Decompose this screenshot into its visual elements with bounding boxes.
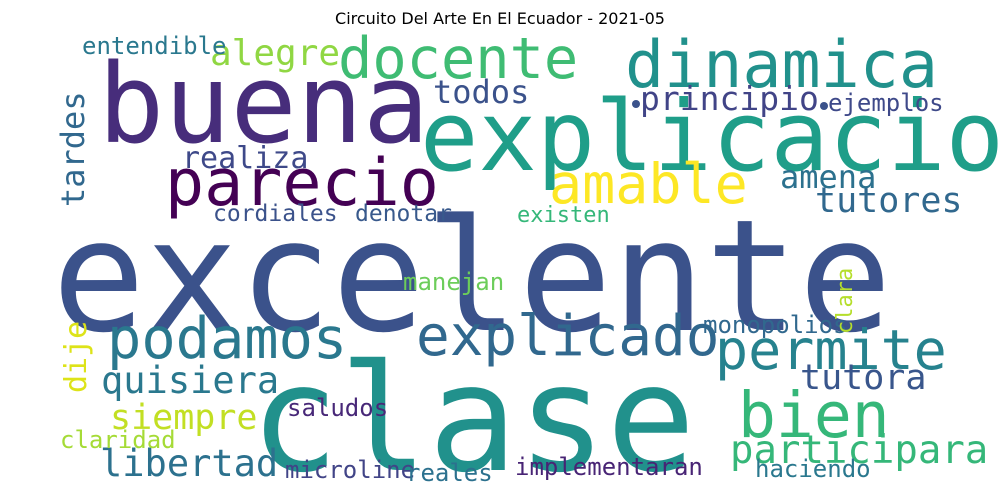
- word-tardes: tardes: [54, 91, 92, 207]
- word-denotar: denotar: [355, 201, 452, 227]
- word-docente: docente: [338, 26, 578, 92]
- word-participara: participara: [730, 428, 988, 473]
- word-quisiera: quisiera: [101, 359, 279, 402]
- word-monopolios: monopolios: [703, 311, 848, 339]
- word-reales: reales: [406, 459, 493, 487]
- word-haciendo: haciendo: [755, 455, 871, 483]
- word-dije: dije: [59, 321, 94, 393]
- dot-mark: [820, 102, 828, 110]
- word-tutora: tutora: [800, 358, 926, 398]
- word-principio: principio: [640, 79, 819, 118]
- word-clase: clase: [250, 333, 696, 500]
- word-entendible: entendible: [82, 32, 227, 60]
- word-existen: existen: [517, 203, 610, 228]
- word-parecio: parecio: [165, 146, 439, 221]
- word-realiza: realiza: [182, 141, 308, 176]
- word-alegre: alegre: [210, 33, 340, 74]
- word-explicacion: explicacion: [420, 80, 1000, 193]
- word-cordiales: cordiales: [213, 201, 338, 227]
- dot-mark: [632, 100, 640, 108]
- word-permite: permite: [715, 318, 947, 382]
- word-saludos: saludos: [287, 394, 388, 422]
- word-dinamica: dinamica: [625, 28, 938, 103]
- word-podamos: podamos: [107, 306, 347, 372]
- word-clara: clara: [833, 268, 858, 334]
- word-microline: microline: [285, 456, 415, 484]
- word-libertad: libertad: [100, 442, 278, 485]
- word-implementaran: implementaran: [515, 453, 703, 481]
- word-tutores: tutores: [815, 181, 963, 221]
- word-bien: bien: [738, 379, 890, 452]
- word-ejemplos: ejemplos: [828, 89, 944, 117]
- word-manejan: manejan: [403, 268, 504, 296]
- word-buena: buena: [98, 40, 429, 168]
- word-excelente: excelente: [52, 186, 892, 367]
- chart-title: Circuito Del Arte En El Ecuador - 2021-0…: [335, 9, 665, 28]
- word-amable: amable: [549, 152, 748, 216]
- word-claridad: claridad: [60, 426, 176, 454]
- word-explicado: explicado: [416, 304, 719, 369]
- word-todos: todos: [433, 73, 529, 111]
- word-amena: amena: [780, 158, 876, 196]
- word-siempre: siempre: [110, 398, 258, 438]
